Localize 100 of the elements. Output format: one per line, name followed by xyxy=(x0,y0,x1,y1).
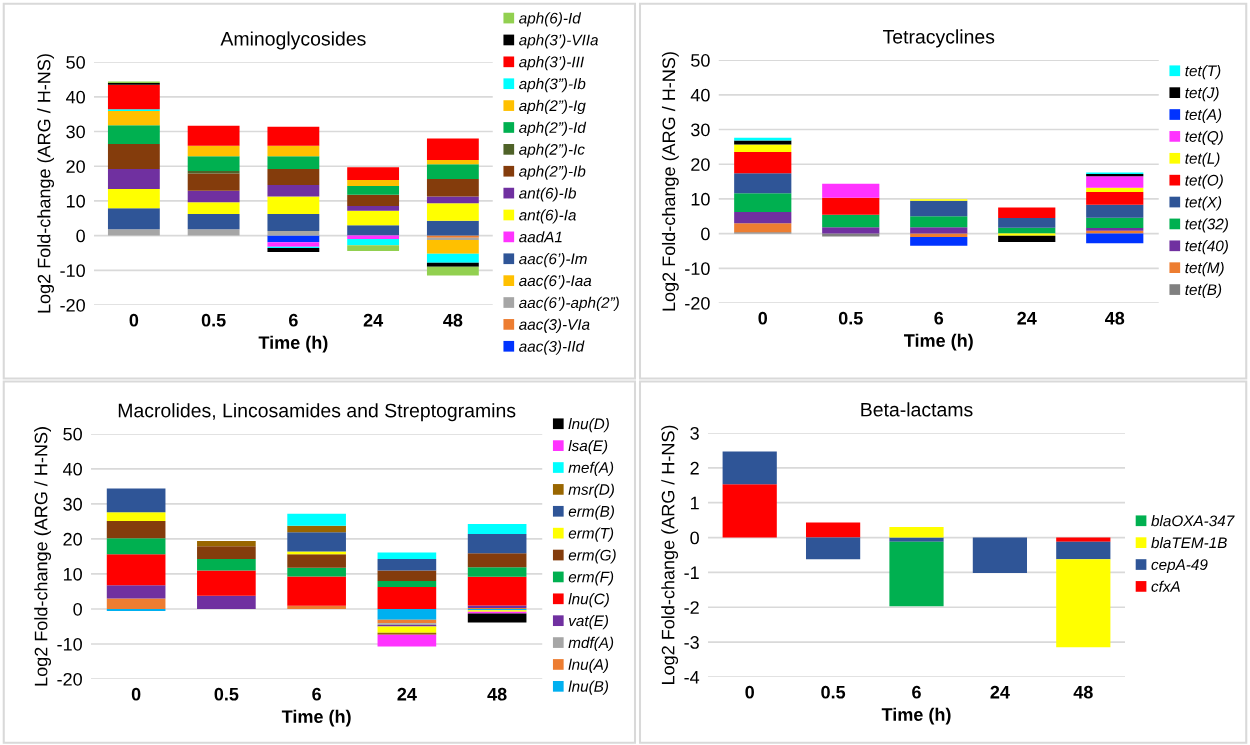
chart-title: Tetracyclines xyxy=(883,29,995,48)
legend-label: tet(B) xyxy=(1185,283,1222,299)
y-tick-label: 10 xyxy=(63,567,82,581)
y-tick-label: 2 xyxy=(690,461,699,475)
legend-label: ant(6)-Ia xyxy=(519,209,576,224)
legend-label: aph(2”)-Ic xyxy=(519,143,585,158)
y-tick-label: 20 xyxy=(66,160,85,173)
legend-label: lnu(A) xyxy=(568,658,609,673)
y-axis-title: Log2 Fold-change (ARG / H-NS) xyxy=(661,52,679,311)
x-tick-label: 0 xyxy=(758,311,768,325)
x-tick-label: 6 xyxy=(912,685,921,699)
x-tick-label: 0 xyxy=(129,313,139,327)
legend-label: lnu(C) xyxy=(568,593,609,608)
legend-label: aph(3’)-III xyxy=(519,56,584,71)
y-tick-label: 30 xyxy=(63,497,82,511)
legend-label: tet(32) xyxy=(1185,218,1228,233)
x-tick-label: 48 xyxy=(1104,311,1125,325)
x-axis-title: Time (h) xyxy=(904,333,973,351)
x-tick-label: 0.5 xyxy=(821,685,846,699)
legend-label: tet(L) xyxy=(1185,152,1220,167)
legend-label: erm(G) xyxy=(568,549,616,564)
y-tick-label: -1 xyxy=(684,566,699,579)
y-axis-title: Log2 Fold-change (ARG / H-NS) xyxy=(34,427,52,686)
legend-label: lnu(B) xyxy=(568,680,609,695)
y-tick-label: 0 xyxy=(76,229,85,243)
y-tick-label: -3 xyxy=(684,636,699,649)
legend-label: tet(X) xyxy=(1185,196,1222,211)
legend-label: msr(D) xyxy=(568,483,614,498)
legend-label: tet(M) xyxy=(1185,261,1224,277)
legend-label: tet(40) xyxy=(1185,240,1228,255)
legend-label: lnu(D) xyxy=(568,418,609,433)
x-tick-label: 6 xyxy=(312,687,321,701)
legend-label: mdf(A) xyxy=(568,636,614,652)
legend-label: tet(J) xyxy=(1185,86,1219,102)
y-tick-label: 0 xyxy=(73,602,82,616)
y-tick-label: 50 xyxy=(63,427,82,441)
y-tick-label: 1 xyxy=(691,496,699,510)
chart-title: Macrolides, Lincosamides and Streptogramins xyxy=(118,403,516,422)
y-tick-label: -10 xyxy=(60,264,85,278)
legend-label: aac(6’)-aph(2”) xyxy=(519,296,619,312)
legend-label: aac(3)-IId xyxy=(519,340,585,355)
y-tick-label: 3 xyxy=(690,426,699,440)
chart-title: Beta-lactams xyxy=(861,402,973,417)
legend-label: tet(O) xyxy=(1185,174,1223,189)
legend-label: blaTEM-1B xyxy=(1151,536,1227,549)
y-tick-label: 10 xyxy=(691,192,710,206)
y-tick-label: -20 xyxy=(60,298,85,312)
x-tick-label: 0.5 xyxy=(201,313,226,327)
legend-label: aph(2”)-Ig xyxy=(519,99,586,115)
legend-label: aph(3”)-Ib xyxy=(519,77,586,93)
legend-label: aph(6)-Id xyxy=(519,12,582,27)
y-tick-label: 30 xyxy=(66,125,85,139)
legend-label: aadA1 xyxy=(519,231,562,243)
legend-label: aph(3’)-VIIa xyxy=(519,34,599,49)
legend-label: aph(2”)-Id xyxy=(519,121,587,136)
y-tick-label: 0 xyxy=(690,531,699,545)
y-tick-label: 20 xyxy=(691,158,710,171)
x-axis-title: Time (h) xyxy=(881,707,951,725)
legend-label: aac(6’)-Iaa xyxy=(519,274,592,290)
legend-label: erm(F) xyxy=(568,571,614,586)
x-tick-label: 0 xyxy=(745,685,754,699)
y-tick-label: 40 xyxy=(66,90,85,104)
legend-label: ant(6)-Ib xyxy=(519,187,576,202)
legend-label: tet(T) xyxy=(1185,65,1221,80)
legend-label: vat(E) xyxy=(569,614,609,630)
x-tick-label: 6 xyxy=(934,311,944,325)
legend-label: tet(Q) xyxy=(1185,130,1223,145)
x-tick-label: 48 xyxy=(487,687,507,701)
legend-label: lsa(E) xyxy=(568,439,608,455)
legend-label: aac(3)-VIa xyxy=(519,318,590,333)
y-tick-label: 40 xyxy=(63,462,82,476)
y-tick-label: 50 xyxy=(691,54,710,67)
x-tick-label: 24 xyxy=(1017,311,1037,325)
x-tick-label: 6 xyxy=(289,313,298,327)
y-tick-label: -10 xyxy=(685,262,710,276)
y-axis-title: Log2 Fold-change (ARG / H-NS) xyxy=(661,425,679,684)
x-axis-title: Time (h) xyxy=(281,709,351,727)
legend-label: aph(2”)-Ib xyxy=(519,165,586,180)
y-tick-label: -4 xyxy=(684,671,700,684)
x-tick-label: 0 xyxy=(131,687,141,701)
x-tick-label: 48 xyxy=(443,313,463,327)
y-tick-label: 50 xyxy=(66,56,85,69)
y-tick-label: 30 xyxy=(691,123,710,137)
y-tick-label: -20 xyxy=(685,296,710,310)
x-tick-label: 24 xyxy=(397,687,417,701)
y-tick-label: 10 xyxy=(66,194,85,208)
legend-label: mef(A) xyxy=(568,461,614,477)
y-tick-label: -10 xyxy=(57,637,82,651)
x-tick-label: 48 xyxy=(1073,685,1093,699)
legend-label: cepA-49 xyxy=(1151,559,1208,574)
legend-label: cfxA xyxy=(1151,580,1180,592)
x-tick-label: 24 xyxy=(990,685,1010,699)
y-tick-label: -20 xyxy=(57,672,82,686)
legend-label: blaOXA-347 xyxy=(1151,515,1235,527)
legend-label: erm(T) xyxy=(568,527,614,542)
x-tick-label: 0.5 xyxy=(214,687,239,701)
x-axis-title: Time (h) xyxy=(258,335,328,353)
y-axis-title: Log2 Fold-change (ARG / H-NS) xyxy=(37,54,55,313)
legend-label: aac(6’)-Im xyxy=(519,253,587,268)
x-tick-label: 24 xyxy=(363,313,384,327)
